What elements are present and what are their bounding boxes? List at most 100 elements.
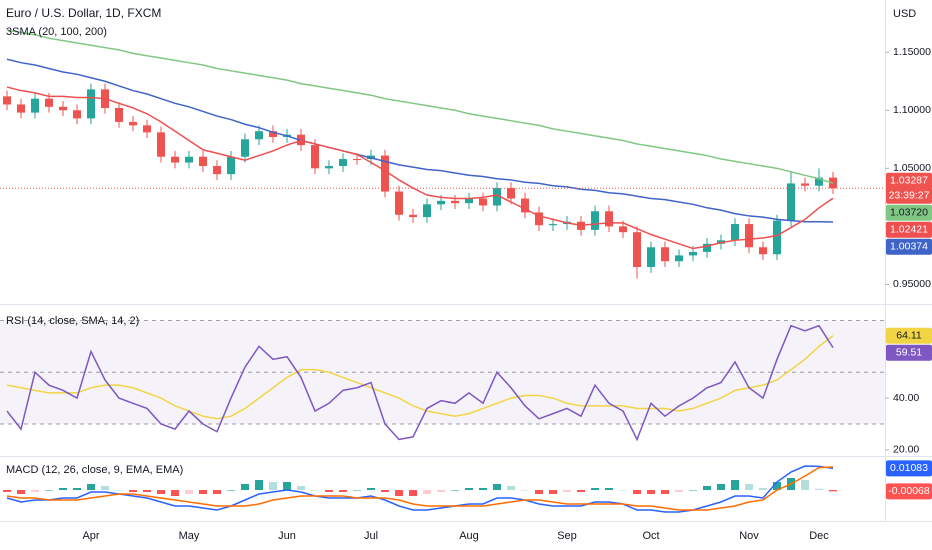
price-label-box (886, 238, 932, 255)
x-tick-label: Nov (739, 530, 759, 542)
candle-body (213, 166, 221, 175)
macd-histogram-bar (3, 490, 11, 492)
macd-histogram-bar (227, 490, 235, 491)
candle-body (45, 98, 53, 107)
candle-body (31, 98, 39, 113)
y-tick-label: 40.00 (893, 392, 919, 404)
candle-body (73, 110, 81, 119)
candle-body (703, 243, 711, 252)
candle-body (115, 107, 123, 122)
macd-histogram-bar (129, 490, 137, 492)
x-tick-label: Oct (642, 530, 659, 542)
price-label: 1.03720 (890, 207, 928, 219)
macd-histogram-bar (73, 488, 81, 490)
candle-body (619, 226, 627, 233)
macd-histogram-bar (395, 490, 403, 496)
candle-body (633, 232, 641, 268)
x-tick-label: May (179, 530, 200, 542)
chart-title: Euro / U.S. Dollar, 1D, FXCM (6, 6, 161, 20)
macd-histogram-bar (773, 482, 781, 490)
candle-body (759, 247, 767, 255)
price-label-box (886, 344, 932, 361)
indicator-title: 3SMA (20, 100, 200) (6, 26, 107, 38)
macd-histogram-bar (619, 490, 627, 491)
macd-histogram-bar (171, 490, 179, 496)
macd-histogram-bar (829, 490, 837, 492)
macd-histogram-bar (493, 484, 501, 490)
y-tick-label: 20.00 (893, 444, 919, 456)
macd-histogram-bar (437, 490, 445, 492)
price-label: 0.01083 (890, 462, 928, 474)
macd-histogram-bar (213, 490, 221, 494)
candle-body (185, 156, 193, 163)
candle-body (255, 131, 263, 140)
currency-label: USD (893, 8, 916, 20)
price-label-box (886, 204, 932, 221)
x-tick-label: Dec (809, 530, 829, 542)
macd-histogram-bar (815, 488, 823, 490)
candle-body (731, 224, 739, 241)
y-tick-label: 1.05000 (893, 162, 931, 174)
macd-histogram-bar (59, 488, 67, 490)
candle-body (493, 188, 501, 206)
price-label-box (886, 221, 932, 238)
macd-histogram-bar (423, 490, 431, 494)
macd-histogram-bar (115, 490, 123, 491)
candle-body (353, 159, 361, 161)
sma-line (6, 58, 834, 223)
x-tick-label: Jul (364, 530, 378, 542)
x-tick-label: Aug (459, 530, 479, 542)
marks: 0.950001.000001.050001.100001.150001.032… (0, 29, 932, 542)
y-tick-label: 0.95000 (893, 278, 931, 290)
macd-histogram-bar (703, 486, 711, 490)
candle-body (339, 159, 347, 167)
price-label: 1.00374 (890, 241, 928, 253)
macd-histogram-bar (605, 488, 613, 490)
macd-histogram-bar (563, 490, 571, 492)
candle-body (143, 125, 151, 133)
macd-line (6, 466, 834, 511)
macd-histogram-bar (661, 490, 669, 494)
macd-histogram-bar (717, 484, 725, 490)
macd-histogram-bar (143, 490, 151, 492)
candle-body (451, 200, 459, 204)
candle-body (409, 214, 417, 218)
macd-histogram-bar (87, 484, 95, 490)
macd-histogram-bar (199, 490, 207, 494)
y-tick-label: 1.10000 (893, 104, 931, 116)
macd-histogram-bar (507, 486, 515, 490)
macd-histogram-bar (759, 488, 767, 490)
candle-body (507, 188, 515, 199)
macd-histogram-bar (535, 490, 543, 494)
price-label: 23:39:27 (889, 190, 930, 202)
candle-body (59, 106, 67, 111)
candle-body (17, 104, 25, 113)
price-label: 1.02421 (890, 224, 928, 236)
macd-histogram-bar (549, 490, 557, 494)
macd-histogram-bar (521, 490, 529, 491)
candle-body (199, 156, 207, 167)
candle-body (549, 224, 557, 226)
macd-histogram-bar (675, 490, 683, 492)
candle-body (311, 145, 319, 169)
candle-body (675, 255, 683, 262)
candle-body (395, 191, 403, 215)
macd-histogram-bar (185, 490, 193, 494)
price-label: 1.03287 (890, 175, 928, 187)
candle-body (465, 198, 473, 204)
price-label-box (886, 460, 932, 477)
sma-line (6, 29, 834, 184)
macd-histogram-bar (31, 490, 39, 492)
macd-title: MACD (12, 26, close, 9, EMA, EMA) (6, 464, 183, 476)
labels: Euro / U.S. Dollar, 1D, FXCM 3SMA (20, 1… (6, 6, 916, 476)
candle-body (521, 198, 529, 213)
macd-histogram-bar (647, 490, 655, 494)
candle-body (535, 212, 543, 226)
x-tick-label: Sep (557, 530, 577, 542)
macd-histogram-bar (283, 482, 291, 490)
candle-body (801, 183, 809, 186)
candle-body (773, 220, 781, 255)
